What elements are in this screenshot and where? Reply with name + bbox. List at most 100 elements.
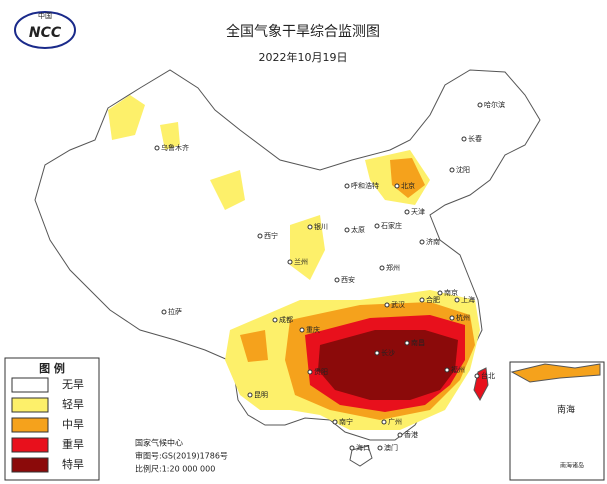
city-label: 北京 (401, 181, 415, 190)
city-label: 南宁 (339, 417, 353, 426)
legend-label: 重旱 (62, 437, 84, 451)
area-light (290, 215, 325, 280)
city-dot (404, 209, 410, 215)
city-label: 贵阳 (314, 367, 328, 376)
city-dot (374, 350, 380, 356)
city-label: 上海 (461, 295, 475, 304)
city-dot (257, 233, 263, 239)
credit: 审图号:GS(2019)1786号 (135, 451, 228, 461)
city-label: 拉萨 (168, 307, 182, 316)
city-dot (307, 224, 313, 230)
city-label: 台北 (481, 371, 495, 380)
city-dot (384, 302, 390, 308)
city-dot (379, 265, 385, 271)
city-dot (344, 183, 350, 189)
city-dot (454, 297, 460, 303)
logo-org: 中国 (38, 11, 52, 20)
legend-label: 轻旱 (62, 397, 84, 411)
city-label: 济南 (426, 237, 440, 246)
legend-swatch (11, 397, 49, 413)
city-dot (449, 315, 455, 321)
city-dot (247, 392, 253, 398)
city-label: 太原 (351, 225, 365, 234)
city-label: 西宁 (264, 231, 278, 240)
city-dot (419, 297, 425, 303)
inset-caption: 南海诸岛 (560, 462, 584, 470)
city-dot (307, 369, 313, 375)
city-dot (381, 419, 387, 425)
logo-ring (14, 11, 76, 49)
city-label: 石家庄 (381, 221, 402, 230)
city-label: 沈阳 (456, 165, 470, 174)
city-label: 长沙 (381, 348, 395, 357)
legend-swatch (11, 457, 49, 473)
city-dot (461, 136, 467, 142)
legend-label: 中旱 (62, 418, 84, 431)
area-light (210, 170, 245, 210)
inset-frame (509, 361, 605, 481)
city-label: 西安 (341, 275, 355, 284)
city-dot (394, 183, 400, 189)
city-label: 海口 (356, 443, 370, 452)
inset-coast (510, 363, 601, 383)
city-label: 广州 (388, 417, 402, 426)
legend-label: 特旱 (62, 457, 84, 471)
drought-areas (108, 95, 480, 430)
area-light (108, 95, 145, 140)
city-label: 长春 (468, 134, 482, 143)
city-dot (334, 277, 340, 283)
legend-swatch (11, 417, 49, 433)
credit: 比例尺:1:20 000 000 (135, 464, 215, 474)
city-label: 合肥 (426, 295, 440, 304)
logo-text: NCC (29, 25, 62, 41)
city-dot (374, 223, 380, 229)
date: 2022年10月19日 (259, 50, 348, 64)
city-dot (349, 445, 355, 451)
inset-title: 南海 (557, 404, 575, 416)
area-moderate (240, 330, 268, 362)
city-label: 银川 (314, 222, 328, 231)
city-label: 武汉 (391, 300, 405, 309)
city-dot (444, 367, 450, 373)
area-extreme (318, 330, 458, 400)
city-dot (161, 309, 167, 315)
city-dot (287, 259, 293, 265)
city-dot (474, 373, 480, 379)
city-dot (377, 445, 383, 451)
city-dot (477, 102, 483, 108)
city-label: 成都 (279, 315, 293, 324)
credit: 国家气候中心 (135, 438, 183, 448)
city-dot (154, 145, 160, 151)
city-dot (397, 432, 403, 438)
city-label: 南昌 (411, 338, 425, 347)
legend-label: 无旱 (62, 378, 84, 391)
city-dot (437, 290, 443, 296)
city-label: 郑州 (386, 264, 400, 272)
city-dot (299, 327, 305, 333)
city-label: 重庆 (306, 325, 320, 334)
city-label: 哈尔滨 (484, 100, 505, 109)
title: 全国气象干旱综合监测图 (226, 23, 380, 40)
legend-swatch (11, 437, 49, 453)
city-label: 兰州 (294, 257, 308, 266)
city-dot (332, 419, 338, 425)
city-label: 南京 (444, 288, 458, 297)
city-label: 福州 (451, 365, 465, 374)
city-label: 杭州 (456, 313, 470, 322)
legend-swatch (11, 377, 49, 393)
city-dot (419, 239, 425, 245)
city-dot (404, 340, 410, 346)
city-label: 澳门 (384, 443, 398, 452)
city-dot (272, 317, 278, 323)
city-label: 昆明 (254, 391, 268, 399)
city-dot (344, 227, 350, 233)
city-label: 呼和浩特 (351, 181, 379, 190)
area-light (160, 122, 180, 150)
city-dot (449, 167, 455, 173)
city-label: 香港 (404, 430, 418, 439)
area-moderate (390, 158, 425, 198)
city-label: 乌鲁木齐 (161, 143, 189, 152)
legend-title: 图 例 (39, 361, 65, 375)
city-label: 天津 (411, 208, 425, 216)
